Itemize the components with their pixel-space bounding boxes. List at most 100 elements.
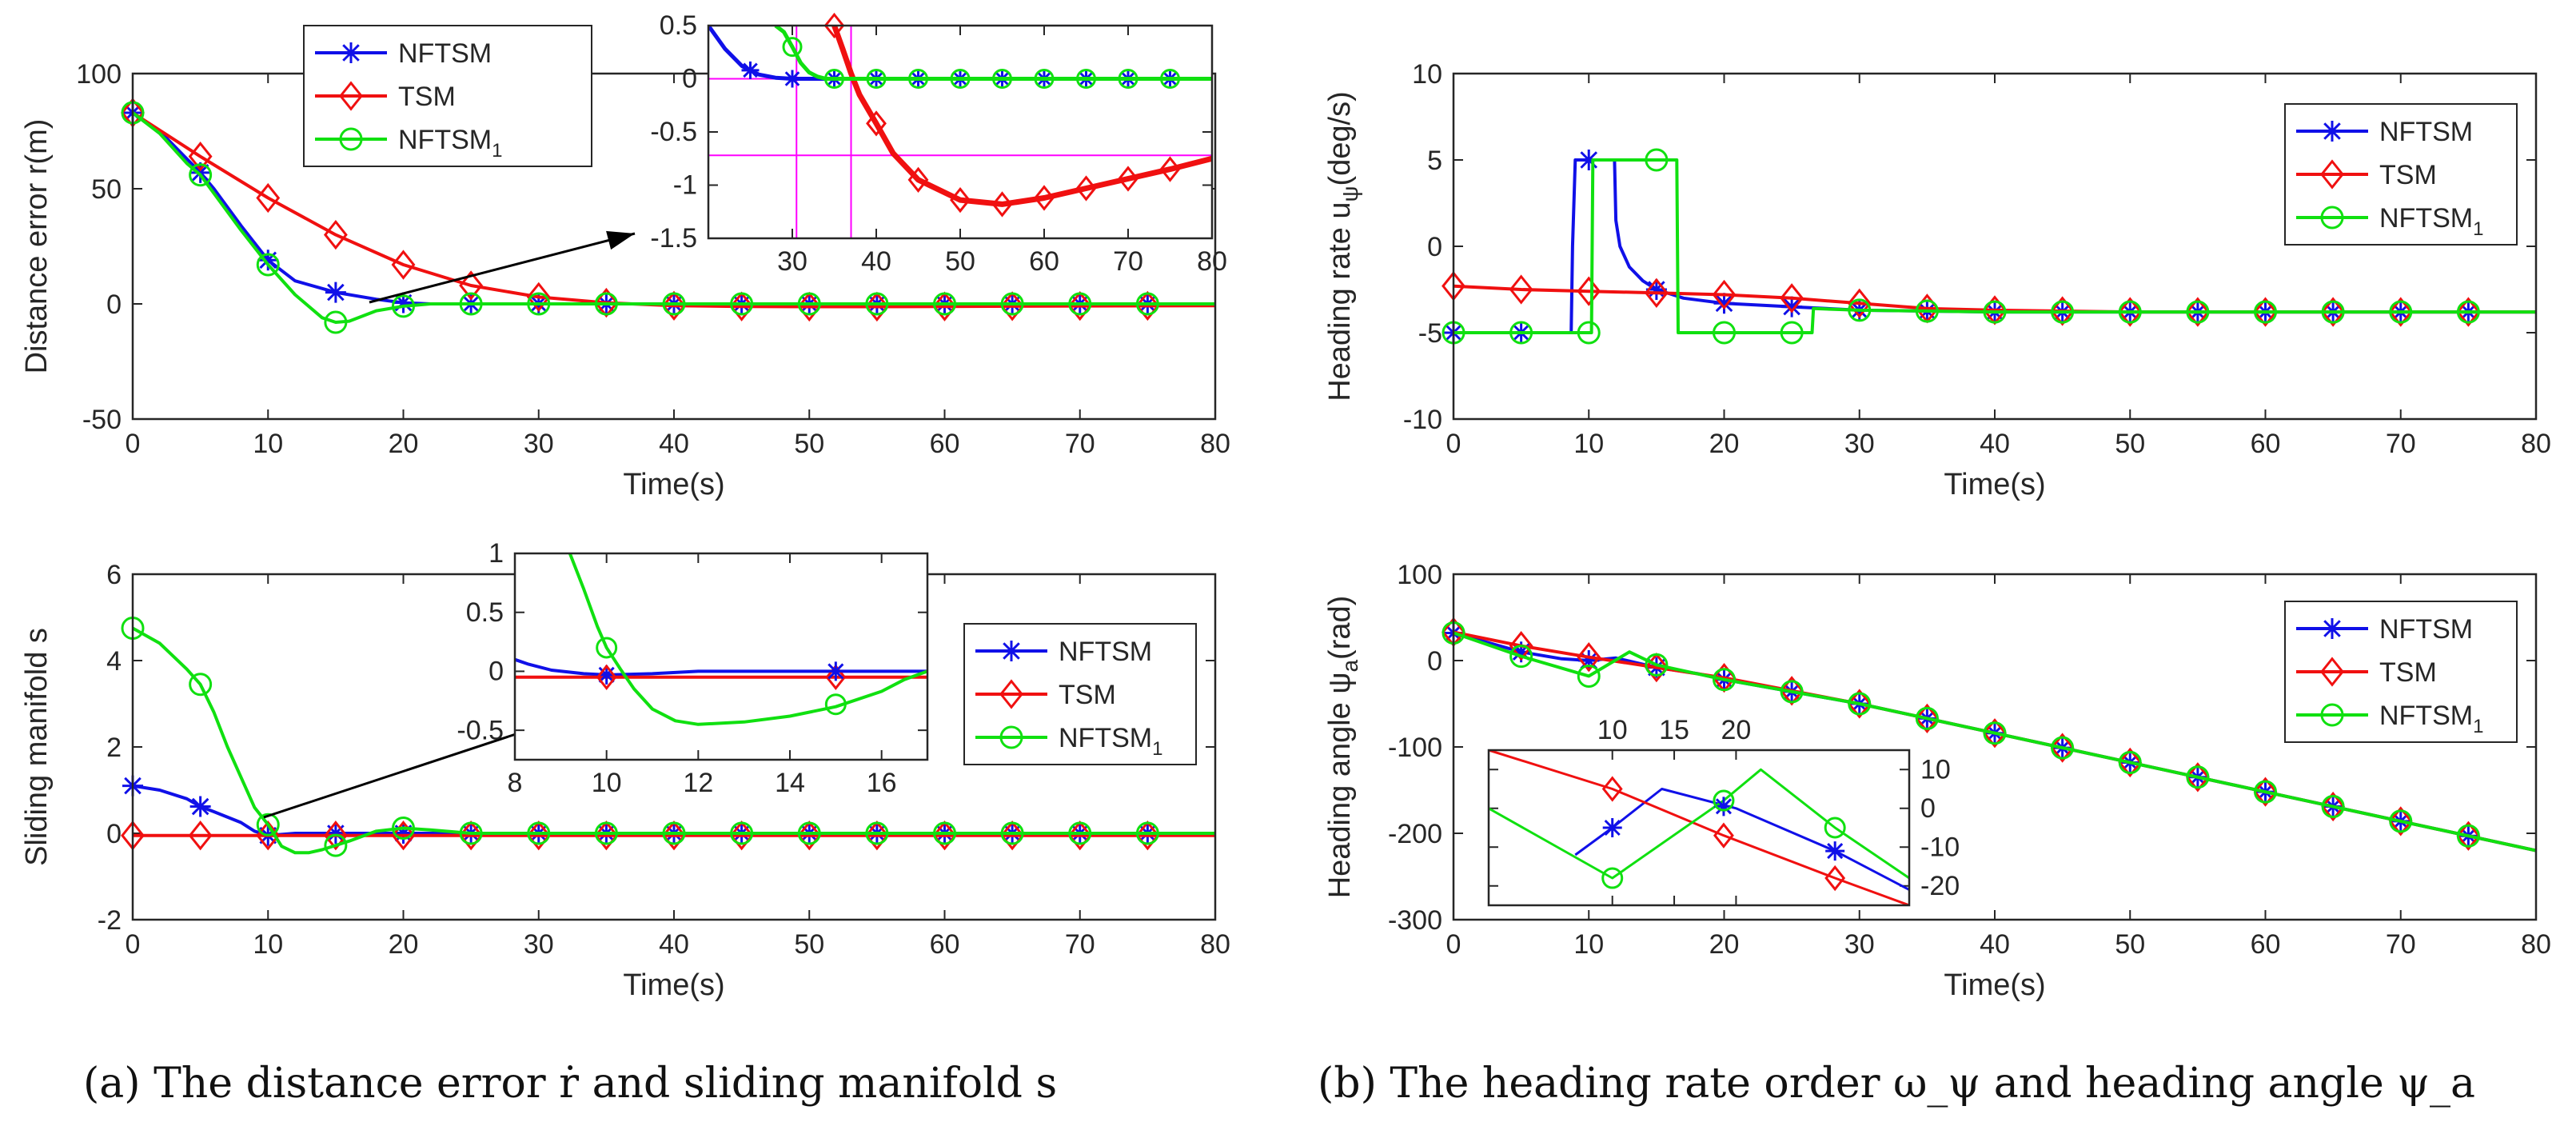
marker-TSM <box>1780 283 1804 313</box>
caption-a-text: (a) The distance error ṙ and sliding man… <box>83 1060 1058 1108</box>
inset-marker-NFTSM1 <box>1713 789 1735 812</box>
x-axis-label: Time(s) <box>623 468 724 501</box>
marker-TSM <box>2321 297 2346 327</box>
marker-TSM <box>1915 703 1940 734</box>
x-tick-label: 10 <box>1597 715 1628 745</box>
x-tick-label: 20 <box>1709 929 1740 960</box>
y-label-unit: (rad) <box>1323 596 1357 660</box>
marker-NFTSM1 <box>2118 300 2142 324</box>
marker-NFTSM1 <box>1135 292 1159 316</box>
marker-NFTSM1 <box>1068 821 1092 845</box>
marker-TSM <box>2388 297 2413 327</box>
marker-TSM <box>391 250 416 280</box>
marker-NFTSM1 <box>662 292 686 316</box>
legend-marker-TSM <box>2320 657 2344 687</box>
x-tick-label: 70 <box>2386 429 2416 459</box>
marker-TSM <box>391 821 416 851</box>
x-tick-label: 40 <box>659 929 689 960</box>
y-tick-label: -10 <box>1920 832 1960 862</box>
x-tick-label: 70 <box>1065 929 1095 960</box>
legend-subscript: 1 <box>492 140 502 162</box>
legend-label-TSM: TSM <box>1059 680 1116 710</box>
marker-TSM <box>1067 290 1092 321</box>
marker-NFTSM <box>257 250 279 271</box>
x-tick-label: 70 <box>1113 246 1143 277</box>
marker-NFTSM1 <box>2321 300 2345 324</box>
inset-marker-TSM <box>1824 864 1846 892</box>
legend-marker-TSM <box>999 679 1023 709</box>
marker-TSM <box>729 821 754 851</box>
marker-TSM <box>1135 821 1160 851</box>
x-tick-label: 30 <box>524 929 554 960</box>
marker-NFTSM1 <box>730 821 754 845</box>
marker-NFTSM1 <box>2456 300 2480 324</box>
inset-marker-TSM <box>1075 175 1097 202</box>
marker-NFTSM1 <box>2456 824 2480 848</box>
inset-marker-NFTSM <box>741 61 760 79</box>
marker-NFTSM1 <box>392 294 415 318</box>
marker-NFTSM1 <box>1713 668 1736 692</box>
y-axis-label: Heading rate uψ(deg/s) <box>1323 91 1362 401</box>
inset-marker-NFTSM <box>596 665 616 685</box>
marker-NFTSM1 <box>1577 664 1601 688</box>
inset-marker-NFTSM1 <box>1076 69 1096 89</box>
series-line-NFTSM1 <box>568 553 927 726</box>
marker-NFTSM1 <box>797 292 821 316</box>
marker-NFTSM <box>325 282 346 303</box>
marker-NFTSM1 <box>2389 809 2413 833</box>
legend-label-NFTSM: NFTSM <box>1059 637 1152 667</box>
marker-TSM <box>797 821 822 851</box>
plot-area <box>708 26 1212 238</box>
x-tick-label: 30 <box>1844 929 1875 960</box>
inset-marker-TSM <box>1159 156 1181 182</box>
marker-NFTSM1 <box>256 253 280 277</box>
series-line-TSM <box>1489 750 1909 905</box>
y-tick-label: -50 <box>82 405 122 435</box>
marker-TSM <box>594 821 619 851</box>
x-tick-label: 40 <box>1980 429 2010 459</box>
inset-marker-NFTSM1 <box>1824 817 1846 839</box>
inset-marker-NFTSM1 <box>824 69 844 89</box>
marker-TSM <box>526 821 551 851</box>
marker-TSM <box>323 219 348 250</box>
x-tick-label: 80 <box>1200 429 1230 459</box>
inset-marker-NFTSM <box>784 70 801 88</box>
x-tick-label: 10 <box>253 929 283 960</box>
x-tick-label: 20 <box>1709 429 1740 459</box>
marker-TSM <box>662 821 686 851</box>
marker-NFTSM <box>325 823 346 844</box>
x-tick-label: 40 <box>861 246 891 277</box>
y-tick-label: 1 <box>488 538 504 569</box>
inset-marker-NFTSM1 <box>908 69 928 89</box>
x-tick-label: 80 <box>1197 246 1227 277</box>
caption-b: (b) The heading rate order ω_ψ and headi… <box>1318 1060 2475 1108</box>
inset-marker-TSM <box>596 664 617 690</box>
y-tick-label: -100 <box>1388 733 1442 763</box>
y-tick-label: 0 <box>106 289 122 320</box>
y-tick-label: 0 <box>488 657 504 687</box>
marker-NFTSM1 <box>189 673 213 697</box>
marker-NFTSM <box>189 162 211 183</box>
x-tick-label: 60 <box>2251 929 2281 960</box>
marker-TSM <box>864 821 889 851</box>
marker-TSM <box>323 821 348 851</box>
marker-NFTSM1 <box>933 292 956 316</box>
x-tick-label: 70 <box>1065 429 1095 459</box>
marker-NFTSM <box>1510 641 1532 663</box>
annotation-arrow-line <box>369 232 636 304</box>
marker-TSM <box>1000 291 1025 321</box>
marker-TSM <box>2118 297 2143 327</box>
marker-NFTSM1 <box>2254 300 2277 324</box>
marker-NFTSM1 <box>1983 721 2007 745</box>
y-tick-label: -0.5 <box>457 715 504 745</box>
legend-marker-TSM <box>339 81 363 111</box>
x-tick-label: 8 <box>508 768 523 798</box>
x-tick-label: 16 <box>867 768 897 798</box>
y-tick-label: 0 <box>1427 232 1442 262</box>
marker-TSM <box>2050 296 2075 326</box>
marker-NFTSM1 <box>1645 653 1669 677</box>
y-tick-label: -300 <box>1388 905 1442 936</box>
legend-marker-NFTSM <box>341 42 361 63</box>
x-tick-label: 60 <box>930 429 960 459</box>
marker-NFTSM1 <box>256 813 280 837</box>
